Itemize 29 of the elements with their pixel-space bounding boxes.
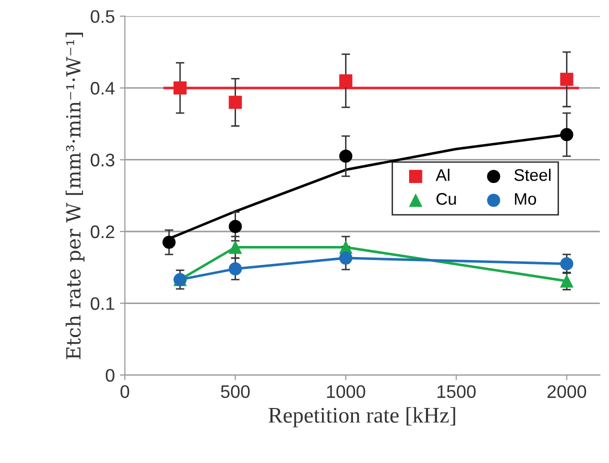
- x-tick-label: 1500: [438, 385, 476, 398]
- point: [228, 220, 242, 234]
- y-axis-title: Etch rate per W [mm³·min⁻¹·W⁻¹]: [66, 32, 84, 360]
- y-tick-label: 0: [106, 368, 114, 382]
- x-axis-title: Repetition rate [kHz]: [268, 407, 456, 428]
- x-tick-label: 2000: [548, 385, 586, 398]
- point: [339, 251, 352, 265]
- point: [174, 81, 187, 95]
- point: [339, 150, 352, 163]
- y-tick-label: 0.2: [90, 225, 114, 238]
- point: [162, 236, 176, 249]
- y-tick-label: 0.1: [90, 297, 114, 310]
- point: [228, 96, 242, 109]
- point: [228, 240, 242, 254]
- legend-label: Mo: [514, 193, 536, 205]
- y-tick-label: 0.4: [90, 82, 115, 95]
- point: [228, 262, 242, 276]
- point: [560, 257, 574, 270]
- y-tick-label: 0.5: [90, 10, 114, 23]
- legend-label: Steel: [514, 168, 550, 181]
- point: [339, 74, 352, 88]
- x-tick-label: 1000: [327, 385, 366, 398]
- point: [560, 72, 574, 86]
- legend-label: Al: [436, 168, 450, 181]
- point: [560, 128, 574, 142]
- legend-label: Cu: [436, 193, 456, 205]
- x-tick-label: 500: [220, 385, 250, 398]
- x-tick-label: 0: [120, 385, 130, 398]
- y-tick-label: 0.3: [90, 154, 114, 166]
